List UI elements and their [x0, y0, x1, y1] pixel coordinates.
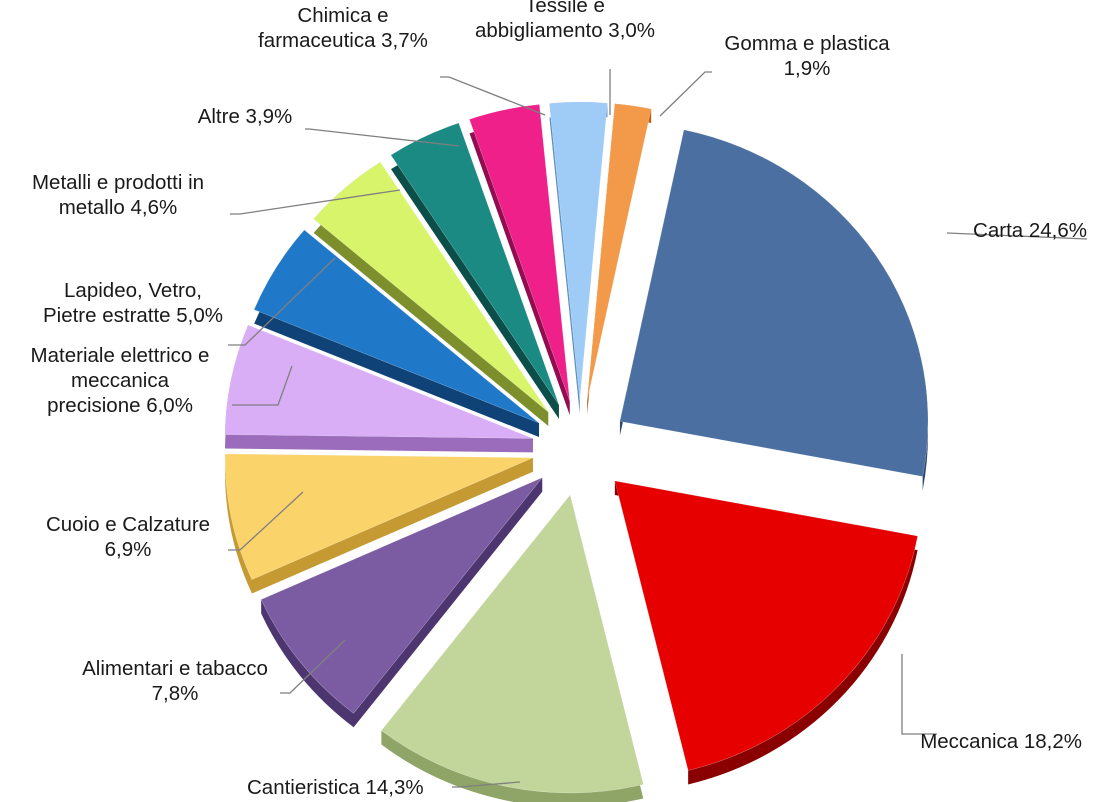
data-label-meccanica: Meccanica 18,2% [920, 730, 1082, 753]
data-label-gomma-e-plastica: Gomma e plastica 1,9% [724, 32, 890, 80]
data-label-line: precisione 6,0% [47, 394, 193, 417]
data-label-line: Tessile e [525, 0, 605, 17]
slice-carta [620, 130, 928, 477]
data-label-line: Cuoio e Calzature [46, 513, 210, 536]
data-label-line: Pietre estratte 5,0% [43, 304, 223, 327]
data-label-line: Materiale elettrico e [31, 344, 210, 367]
data-label-line: meccanica [71, 369, 170, 392]
data-label-line: Alimentari e tabacco [82, 657, 268, 680]
data-label-line: 7,8% [152, 682, 199, 705]
data-label-carta: Carta 24,6% [973, 219, 1087, 242]
data-label-line: Altre 3,9% [198, 105, 293, 128]
data-label-line: Gomma e plastica [724, 32, 890, 55]
data-label-line: Lapideo, Vetro, [64, 279, 202, 302]
data-label-materiale-elettrico-e-meccanica-precisione: Materiale elettrico e meccanica precisione… [31, 344, 210, 417]
data-label-alimentari-e-tabacco: Alimentari e tabacco 7,8% [82, 657, 268, 705]
data-label-line: Cantieristica 14,3% [247, 776, 424, 799]
leader-line-meccanica [902, 654, 937, 734]
data-label-line: farmaceutica 3,7% [258, 29, 428, 52]
data-label-cantieristica: Cantieristica 14,3% [247, 776, 424, 799]
data-label-line: Carta 24,6% [973, 219, 1087, 242]
leader-line-gomma-e-plastica [660, 72, 712, 116]
data-label-metalli-e-prodotti-in-metallo: Metalli e prodotti in metallo 4,6% [32, 171, 204, 219]
data-label-line: abbigliamento 3,0% [475, 19, 655, 42]
data-label-chimica-e-farmaceutica: Chimica e farmaceutica 3,7% [258, 4, 428, 52]
data-label-line: Metalli e prodotti in [32, 171, 204, 194]
data-label-altre: Altre 3,9% [198, 105, 293, 128]
data-label-line: 1,9% [784, 57, 831, 80]
data-label-lapideo-vetro-pietre-estratte: Lapideo, Vetro, Pietre estratte 5,0% [43, 279, 223, 327]
data-label-line: 6,9% [105, 538, 152, 561]
data-label-line: Meccanica 18,2% [920, 730, 1082, 753]
data-label-cuoio-e-calzature: Cuoio e Calzature 6,9% [46, 513, 210, 561]
data-label-line: Chimica e [297, 4, 388, 27]
leader-line-chimica-e-farmaceutica [440, 77, 545, 115]
slice-meccanica [615, 481, 918, 770]
data-label-tessile-e-abbigliamento: Tessile e abbigliamento 3,0% [475, 0, 655, 42]
data-label-line: metallo 4,6% [59, 196, 178, 219]
